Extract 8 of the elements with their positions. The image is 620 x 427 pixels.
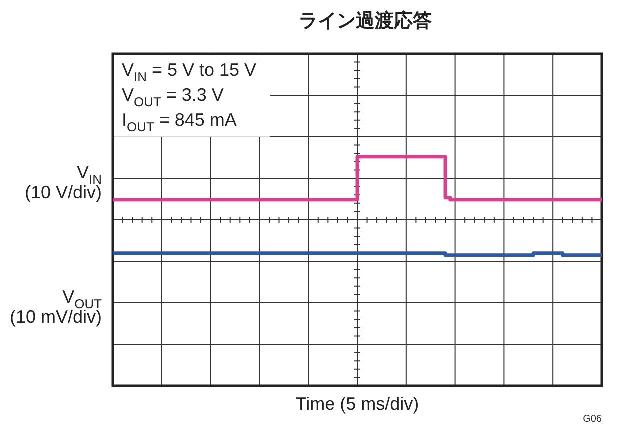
text: I$_{OUT}$ = 845 mA <box>122 110 237 134</box>
series-label: V$_{IN}$ (10 V/div) <box>24 162 102 202</box>
chart-title: ライン過渡応答 <box>299 10 432 32</box>
text: G06 <box>583 414 602 425</box>
text: V$_{IN}$ = 5 V to 15 V <box>122 60 257 84</box>
text: Time (5 ms/div) <box>296 394 420 414</box>
text: V$_{OUT}$ = 3.3 V <box>122 85 224 110</box>
series-label: V$_{OUT}$ (10 mV/div) <box>10 287 102 327</box>
